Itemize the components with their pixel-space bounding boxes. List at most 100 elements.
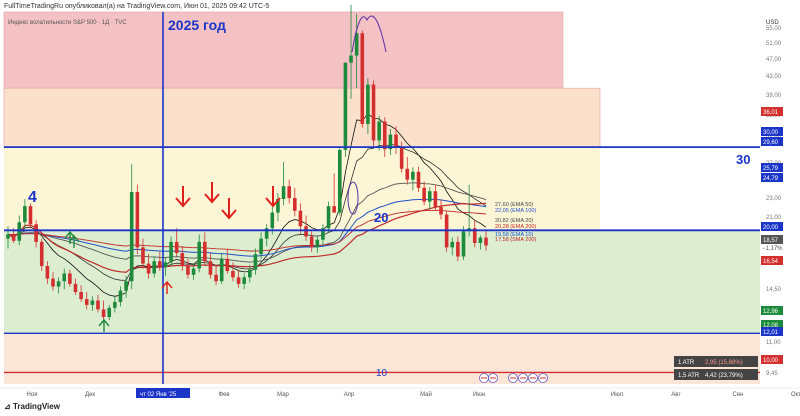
candle-body[interactable] [293,198,297,211]
candle-body[interactable] [101,309,106,318]
candle-body[interactable] [17,222,22,241]
candle-body[interactable] [158,261,162,268]
candle-body[interactable] [332,206,336,213]
candle-body[interactable] [124,281,128,291]
candle-body[interactable] [343,62,348,150]
candle-body[interactable] [231,270,235,278]
candle-body[interactable] [28,206,33,225]
zones-layer [3,11,760,384]
candle-body[interactable] [169,241,173,263]
candle-body[interactable] [304,226,308,237]
candle-body[interactable] [180,253,185,267]
candle-body[interactable] [11,234,16,241]
candle-body[interactable] [287,186,291,199]
candle-body[interactable] [371,84,376,141]
candle-body[interactable] [248,269,252,278]
annotations-layer: Индекс волатильности S&P 500 · 1Д · TVC 2… [8,17,758,383]
candle-body[interactable] [39,241,44,267]
candle-body[interactable] [113,301,117,308]
candle-body[interactable] [264,228,269,239]
price-label: 16,54 [763,259,779,265]
candle-body[interactable] [34,224,38,242]
candle-body[interactable] [276,198,280,213]
candle-body[interactable] [422,187,426,202]
x-tick-label: Сен [733,392,744,398]
candle-body[interactable] [118,290,123,302]
candle-body[interactable] [219,258,224,282]
candle-body[interactable] [141,247,145,264]
candle-body[interactable] [129,192,134,282]
candle-body[interactable] [349,55,353,63]
candle-body[interactable] [360,33,365,124]
candle-body[interactable] [281,186,286,199]
candle-body[interactable] [197,241,201,269]
up-arrow-icon [161,280,173,294]
y-tick-label: 51,00 [766,41,782,47]
candle-body[interactable] [96,300,100,310]
atr-label: 1,5 ATR [678,373,700,379]
candle-body[interactable] [366,84,370,124]
y-tick-label: 9,45 [766,371,778,377]
candle-body[interactable] [208,261,213,275]
candle-body[interactable] [107,307,112,318]
candle-body[interactable] [472,228,477,243]
candle-body[interactable] [399,146,404,169]
candle-body[interactable] [56,281,61,287]
candle-body[interactable] [456,241,460,257]
candle-body[interactable] [439,207,443,215]
candle-body[interactable] [45,266,50,279]
price-label: 18,57 [763,238,779,244]
candle-body[interactable] [461,231,466,257]
candle-body[interactable] [433,191,438,208]
candle-body[interactable] [321,228,325,240]
candle-body[interactable] [394,134,398,147]
candle-body[interactable] [163,262,168,268]
candle-body[interactable] [382,121,387,150]
candle-body[interactable] [377,121,381,141]
candle-body[interactable] [152,261,157,274]
candle-body[interactable] [186,266,190,275]
candle-body[interactable] [51,278,55,287]
price-label-tag [761,222,783,231]
candle-body[interactable] [259,238,263,255]
candle-body[interactable] [90,300,95,305]
candle-body[interactable] [6,234,10,239]
down-arrow-icon [221,198,237,220]
candle-body[interactable] [388,134,393,150]
candle-body[interactable] [242,277,246,284]
year-annotation: 2025 год [168,17,226,33]
candle-body[interactable] [203,241,207,262]
candle-body[interactable] [73,283,78,293]
candle-body[interactable] [298,210,303,227]
candles-layer[interactable] [6,4,488,324]
candle-body[interactable] [253,254,258,270]
candle-body[interactable] [270,212,275,229]
candle-body[interactable] [337,149,342,213]
candle-body[interactable] [146,263,151,274]
candle-body[interactable] [79,292,83,300]
axes-layer: USD55,0051,0047,0043,0039,0035,0031,0027… [0,20,800,398]
candle-body[interactable] [62,273,67,282]
candle-body[interactable] [23,206,27,223]
candle-body[interactable] [405,168,410,180]
candle-body[interactable] [450,241,455,248]
candle-body[interactable] [84,299,89,305]
candle-body[interactable] [315,239,320,248]
candle-body[interactable] [174,241,179,254]
candle-body[interactable] [225,258,230,271]
candle-body[interactable] [191,268,196,275]
candle-body[interactable] [478,237,483,243]
candle-body[interactable] [236,277,241,284]
price-label: 36,01 [763,110,779,116]
candle-body[interactable] [214,274,218,282]
candle-body[interactable] [484,237,488,246]
candle-body[interactable] [354,33,359,56]
candle-body[interactable] [416,171,421,188]
candle-body[interactable] [427,191,432,202]
candle-body[interactable] [411,171,415,180]
candle-body[interactable] [135,192,140,248]
candle-body[interactable] [309,236,314,248]
candle-body[interactable] [68,273,72,284]
candle-body[interactable] [326,206,331,229]
